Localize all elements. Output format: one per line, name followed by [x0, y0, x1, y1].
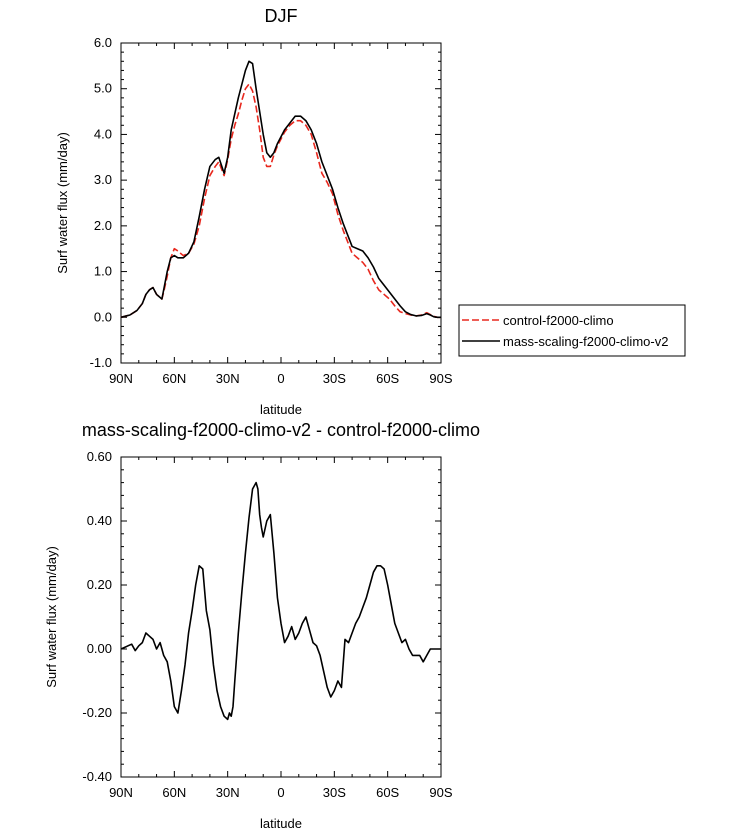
- top-chart: DJF 90N 60N 30N 0 30S 60S 90S -1.0 0.0 1.0 2.0 3.0 4…: [55, 6, 686, 417]
- top-y-tick-label: 0.0: [94, 309, 112, 324]
- bottom-x-tick-label: 30N: [216, 785, 240, 800]
- bottom-axes: 90N 60N 30N 0 30S 60S 90S -0.40 -0.20 0.00 0.20 0.4…: [82, 449, 453, 800]
- top-y-tick-label: -1.0: [90, 355, 112, 370]
- top-y-tick-label: 2.0: [94, 218, 112, 233]
- bottom-chart: mass-scaling-f2000-climo-v2 - control-f2…: [44, 420, 480, 831]
- top-x-tick-label: 30N: [216, 371, 240, 386]
- top-x-tick-label: 90N: [109, 371, 133, 386]
- top-y-tick-label: 5.0: [94, 81, 112, 96]
- top-y-axis-label: Surf water flux (mm/day): [55, 132, 70, 274]
- bottom-y-tick-label: 0.20: [87, 577, 112, 592]
- top-x-axis-label: latitude: [260, 402, 302, 417]
- bottom-y-axis-label: Surf water flux (mm/day): [44, 546, 59, 688]
- top-x-tick-label: 90S: [429, 371, 452, 386]
- bottom-series-group: [120, 481, 441, 721]
- top-series-line-1: [120, 60, 441, 319]
- bottom-x-axis-label: latitude: [260, 816, 302, 831]
- bottom-x-tick-label: 90N: [109, 785, 133, 800]
- top-x-tick-label: 60N: [162, 371, 186, 386]
- legend: control-f2000-climo mass-scaling-f2000-c…: [458, 304, 686, 357]
- bottom-y-tick-label: -0.40: [82, 769, 112, 784]
- bottom-chart-title: mass-scaling-f2000-climo-v2 - control-f2…: [82, 420, 480, 440]
- top-axes: 90N 60N 30N 0 30S 60S 90S -1.0 0.0 1.0 2.0 3.0 4.0 5.…: [90, 35, 453, 386]
- top-y-tick-label: 1.0: [94, 264, 112, 279]
- bottom-series-line-0: [120, 481, 441, 721]
- top-x-tick-label: 30S: [323, 371, 346, 386]
- top-x-tick-label: 60S: [376, 371, 399, 386]
- top-series-group: [120, 60, 441, 319]
- legend-label-control: control-f2000-climo: [503, 313, 614, 328]
- top-y-tick-label: 4.0: [94, 126, 112, 141]
- top-series-line-0: [120, 83, 441, 319]
- bottom-y-tick-label: 0.60: [87, 449, 112, 464]
- top-y-tick-label: 6.0: [94, 35, 112, 50]
- bottom-x-tick-label: 90S: [429, 785, 452, 800]
- bottom-y-tick-label: -0.20: [82, 705, 112, 720]
- bottom-y-tick-label: 0.40: [87, 513, 112, 528]
- top-x-tick-label: 0: [277, 371, 284, 386]
- bottom-x-tick-label: 60S: [376, 785, 399, 800]
- bottom-x-tick-label: 60N: [162, 785, 186, 800]
- bottom-x-tick-label: 30S: [323, 785, 346, 800]
- legend-label-mass-scaling: mass-scaling-f2000-climo-v2: [503, 334, 668, 349]
- legend-box: [458, 304, 686, 357]
- top-plot-frame: [120, 42, 442, 364]
- top-y-tick-label: 3.0: [94, 172, 112, 187]
- top-chart-title: DJF: [265, 6, 298, 26]
- bottom-y-tick-label: 0.00: [87, 641, 112, 656]
- bottom-x-tick-label: 0: [277, 785, 284, 800]
